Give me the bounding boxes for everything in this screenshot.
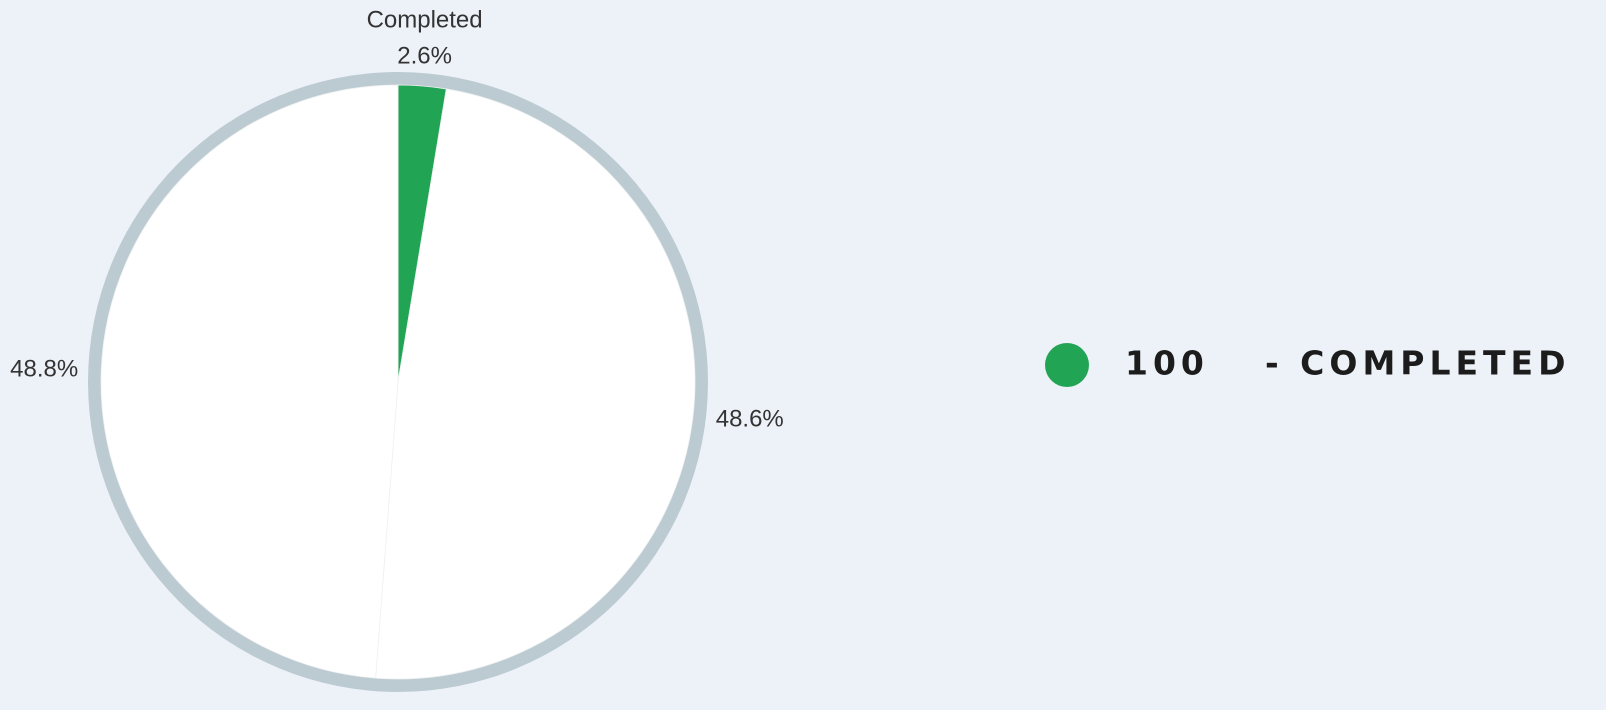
slice-value-label: 2.6% xyxy=(397,42,452,69)
legend-swatch xyxy=(1045,343,1089,387)
slice-value-label: 48.6% xyxy=(716,405,784,432)
slice-label: Completed xyxy=(367,6,483,33)
pie-slice xyxy=(100,84,399,679)
pie-slice xyxy=(375,88,696,680)
slice-value-label: 48.8% xyxy=(10,355,78,382)
legend-label: - COMPLETED xyxy=(1265,344,1571,383)
legend-count: 100 xyxy=(1125,344,1209,383)
